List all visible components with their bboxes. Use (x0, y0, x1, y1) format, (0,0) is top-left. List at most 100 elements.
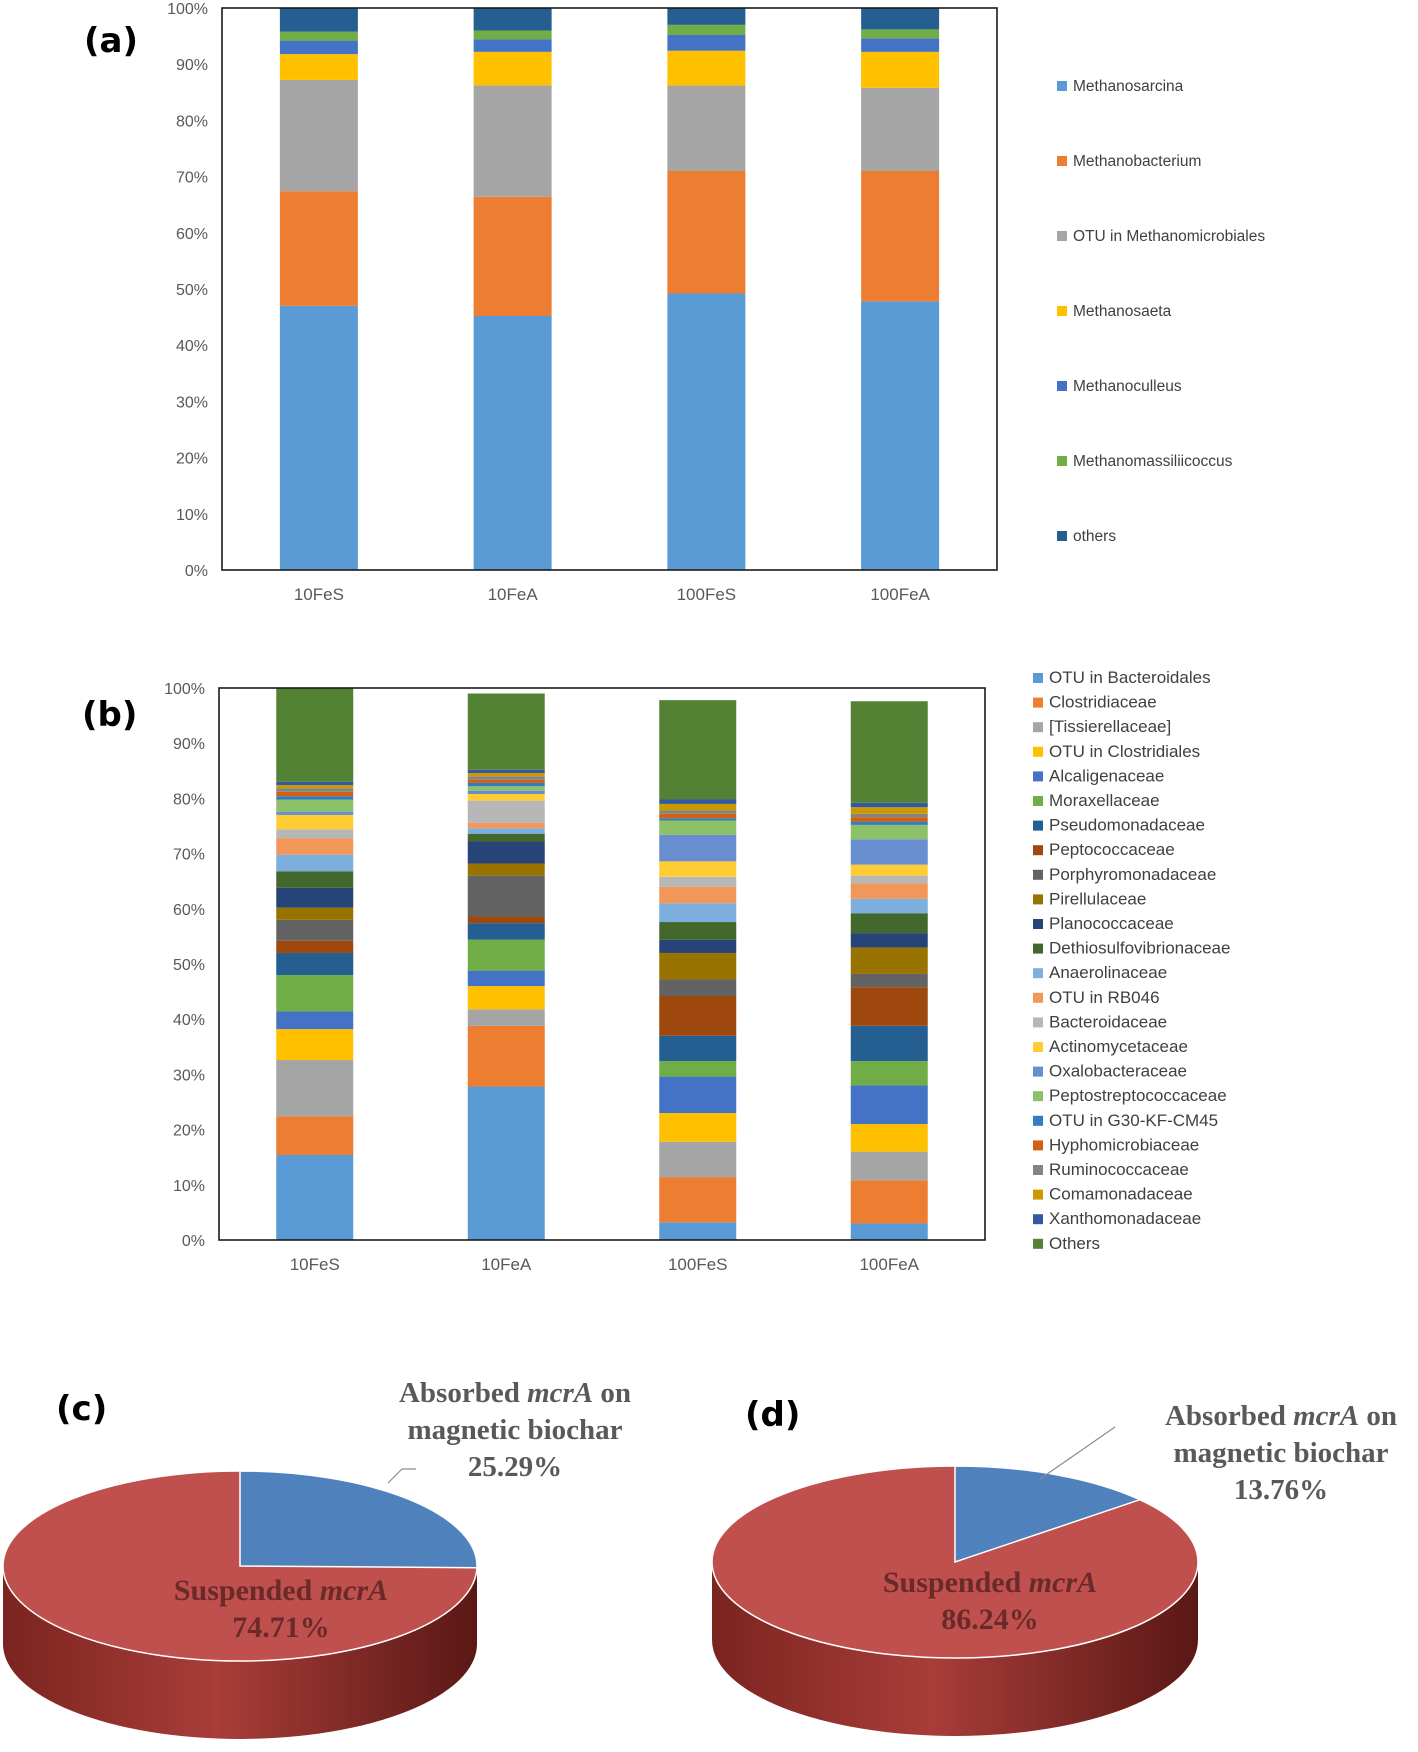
legend-label-others: others (1073, 528, 1116, 545)
bar-segment-peptostreptococcaceae-100fea (850, 824, 928, 840)
y-tick-label: 80% (173, 791, 205, 808)
legend-label-pirellulaceae: Pirellulaceae (1049, 889, 1146, 908)
legend-label-xanthomonadaceae: Xanthomonadaceae (1049, 1209, 1201, 1228)
bar-segment-methanoculleus-10fes (279, 40, 358, 55)
bar-segment-otu-in-bacteroidales-10fea (467, 1086, 545, 1240)
y-tick-label: 30% (173, 1067, 205, 1084)
bar-segment-peptococcaceae-10fea (467, 916, 545, 924)
bar-segment-peptococcaceae-10fes (276, 940, 354, 953)
bar-segment-otu-in-methanomicrobiales-10fes (279, 79, 358, 192)
bar-segment-tissierellaceae-100fes (659, 1141, 737, 1178)
legend-label-methanomassiliicoccus: Methanomassiliicoccus (1073, 453, 1233, 470)
y-tick-label: 40% (176, 338, 208, 355)
legend-swatch-oxalobacteraceae (1033, 1066, 1043, 1077)
bar-segment-tissierellaceae-100fea (850, 1151, 928, 1181)
bar-segment-oxalobacteraceae-10fea (467, 790, 545, 794)
y-tick-label: 60% (173, 902, 205, 919)
bar-segment-clostridiaceae-10fes (276, 1116, 354, 1155)
x-tick-label: 100FeA (859, 1255, 919, 1274)
bar-segment-methanoculleus-100fes (667, 34, 746, 51)
y-tick-label: 0% (182, 1233, 205, 1250)
bar-segment-otu-in-rb046-10fea (467, 822, 545, 829)
x-tick-label: 10FeA (481, 1255, 532, 1274)
legend-label-methanosarcina: Methanosarcina (1073, 78, 1184, 95)
bar-segment-clostridiaceae-100fea (850, 1180, 928, 1224)
bar-segment-peptococcaceae-100fes (659, 996, 737, 1036)
x-tick-label: 100FeS (668, 1255, 728, 1274)
legend-swatch-methanomassiliicoccus (1057, 456, 1067, 466)
absorbed-suffix: on (593, 1377, 631, 1409)
bar-segment-hyphomicrobiaceae-10fea (467, 779, 545, 783)
legend-swatch-methanosarcina (1057, 81, 1067, 91)
bar-segment-anaerolinaceae-100fes (659, 903, 737, 923)
bar-segment-otu-in-bacteroidales-10fes (276, 1154, 354, 1240)
bar-segment-otu-in-g30-kf-cm45-10fea (467, 782, 545, 787)
bar-segment-porphyromonadaceae-10fes (276, 919, 354, 941)
bar-segment-others-100fes (667, 8, 746, 25)
bar-segment-methanomassiliicoccus-100fes (667, 24, 746, 35)
bar-segment-comamonadaceae-10fes (276, 785, 354, 789)
bar-segment-alcaligenaceae-100fes (659, 1076, 737, 1114)
absorbed-percent: 25.29% (468, 1451, 562, 1483)
bar-segment-bacteroidaceae-100fes (659, 876, 737, 887)
bar-segment-methanobacterium-10fes (279, 191, 358, 306)
bar-segment-otu-in-rb046-100fes (659, 886, 737, 904)
bar-segment-otu-in-g30-kf-cm45-100fes (659, 818, 737, 821)
bar-segment-hyphomicrobiaceae-100fes (659, 813, 737, 819)
legend-swatch-porphyromonadaceae (1033, 869, 1043, 880)
x-tick-label: 100FeA (870, 585, 930, 604)
bar-segment-otu-in-bacteroidales-100fes (659, 1222, 737, 1240)
y-tick-label: 90% (173, 736, 205, 753)
bar-segment-anaerolinaceae-10fea (467, 828, 545, 834)
bar-segment-otu-in-methanomicrobiales-10fea (473, 85, 552, 197)
legend-label-actinomycetaceae: Actinomycetaceae (1049, 1037, 1188, 1056)
bar-segment-anaerolinaceae-100fea (850, 898, 928, 914)
bar-segment-tissierellaceae-10fea (467, 1009, 545, 1026)
legend-swatch-methanosaeta (1057, 306, 1067, 316)
legend-swatch-others (1057, 531, 1067, 541)
panel-label: (a) (84, 21, 138, 61)
legend-swatch-otu-in-rb046 (1033, 992, 1043, 1003)
legend-swatch-others (1033, 1238, 1043, 1249)
bar-segment-otu-in-bacteroidales-100fea (850, 1223, 928, 1240)
y-tick-label: 0% (185, 563, 208, 580)
legend-label-peptostreptococcaceae: Peptostreptococcaceae (1049, 1086, 1227, 1105)
bar-segment-methanosaeta-100fea (861, 51, 940, 88)
bar-segment-moraxellaceae-100fea (850, 1061, 928, 1086)
bar-segment-pirellulaceae-100fea (850, 947, 928, 974)
legend-swatch-otu-in-bacteroidales (1033, 673, 1043, 683)
bar-segment-pseudomonadaceae-10fea (467, 923, 545, 940)
bar-segment-comamonadaceae-100fea (850, 807, 928, 814)
legend-label-tissierellaceae: [Tissierellaceae] (1049, 717, 1171, 736)
bar-segment-others-100fes (659, 700, 737, 800)
legend-label-moraxellaceae: Moraxellaceae (1049, 791, 1160, 810)
bar-segment-actinomycetaceae-100fea (850, 864, 928, 876)
suspended-gene: mcrA (320, 1574, 388, 1607)
bar-segment-planococcaceae-100fea (850, 933, 928, 948)
suspended-percent: 74.71% (232, 1611, 330, 1644)
bar-segment-bacteroidaceae-100fea (850, 875, 928, 884)
bar-segment-otu-in-clostridiales-10fea (467, 986, 545, 1010)
legend-label-otu-in-bacteroidales: OTU in Bacteroidales (1049, 668, 1211, 687)
legend-label-oxalobacteraceae: Oxalobacteraceae (1049, 1062, 1187, 1081)
bar-segment-otu-in-clostridiales-100fea (850, 1124, 928, 1152)
suspended-name: Suspended (883, 1566, 1029, 1599)
absorbed-name: Absorbed (399, 1377, 527, 1409)
bar-segment-dethiosulfovibrionaceae-10fea (467, 833, 545, 842)
bar-segment-others-10fes (276, 688, 354, 782)
bar-segment-methanomassiliicoccus-10fes (279, 31, 358, 41)
absorbed-percent: 13.76% (1234, 1474, 1328, 1506)
bar-segment-methanosarcina-100fes (667, 293, 746, 570)
bar-segment-actinomycetaceae-100fes (659, 861, 737, 877)
bar-segment-ruminococcaceae-10fes (276, 788, 354, 792)
bar-segment-otu-in-methanomicrobiales-100fes (667, 85, 746, 171)
bar-segment-comamonadaceae-100fes (659, 803, 737, 811)
y-tick-label: 70% (173, 847, 205, 864)
bar-segment-moraxellaceae-100fes (659, 1061, 737, 1077)
legend-label-planococcaceae: Planococcaceae (1049, 914, 1174, 933)
pie-slice-absorbed (954, 1465, 1142, 1564)
legend-swatch-pirellulaceae (1033, 894, 1043, 905)
bar-segment-planococcaceae-100fes (659, 939, 737, 953)
legend-label-anaerolinaceae: Anaerolinaceae (1049, 963, 1167, 982)
bar-segment-xanthomonadaceae-10fes (276, 781, 354, 786)
